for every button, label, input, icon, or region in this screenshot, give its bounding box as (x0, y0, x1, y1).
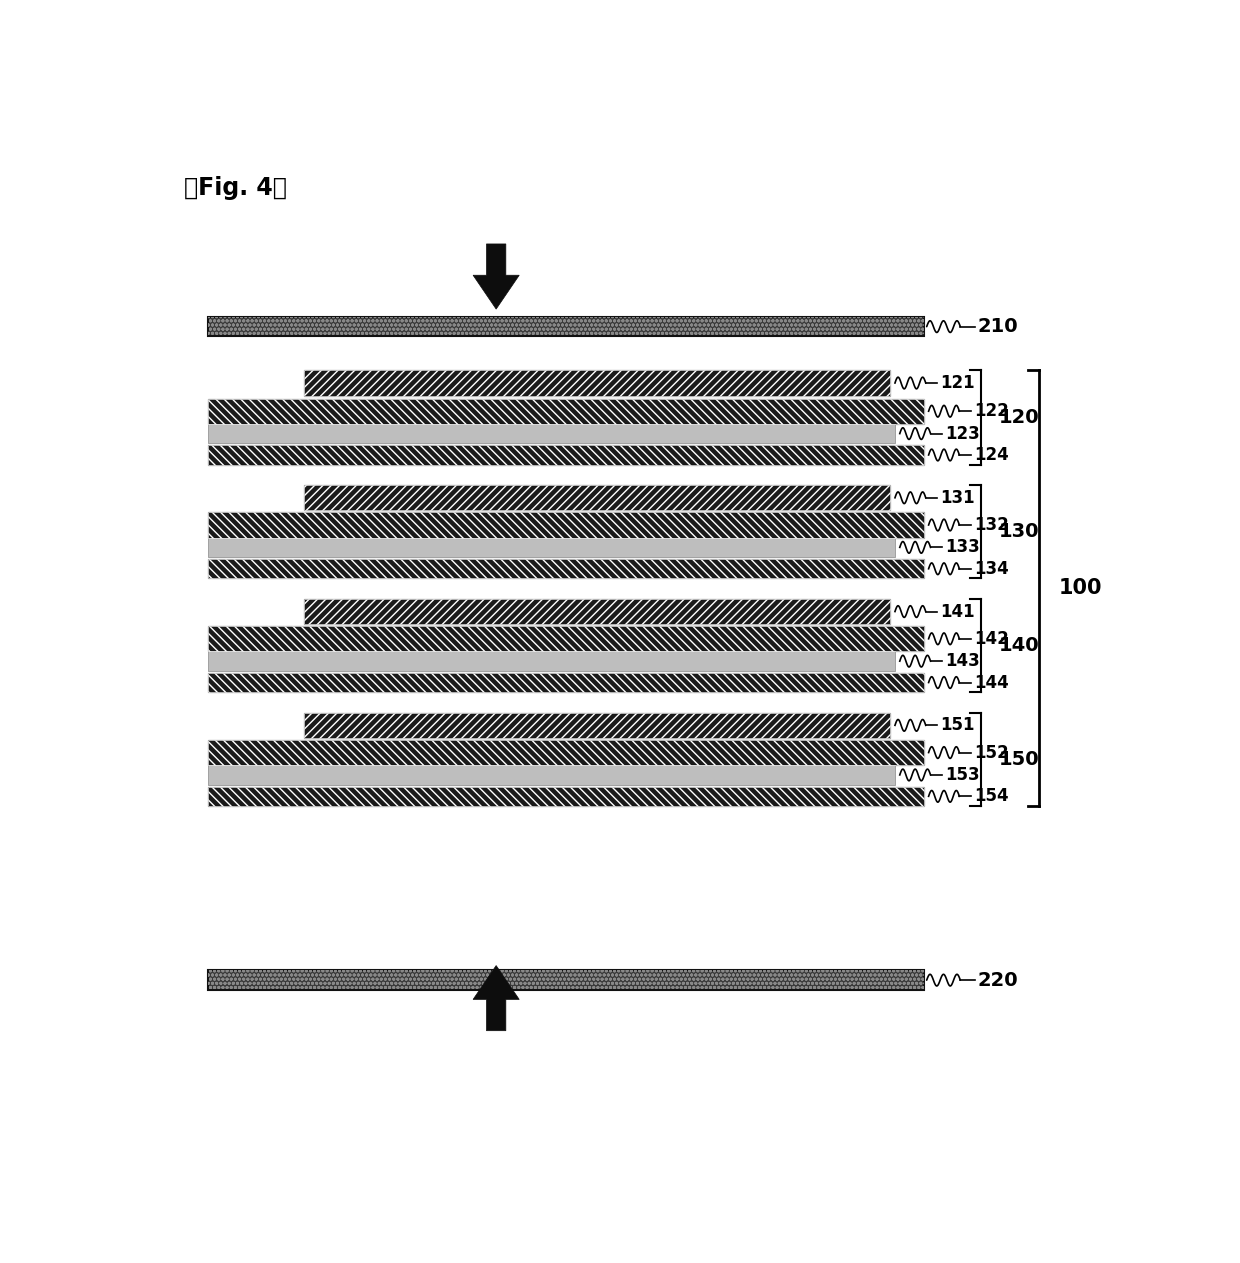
Bar (208, 626, 924, 652)
Bar (208, 446, 924, 465)
Bar (208, 399, 924, 424)
Text: 152: 152 (973, 744, 1008, 762)
Text: 100: 100 (1058, 578, 1102, 599)
Bar (304, 712, 890, 738)
Bar (208, 787, 924, 806)
Text: 133: 133 (945, 538, 980, 557)
Text: 132: 132 (973, 517, 1008, 534)
Bar (208, 424, 895, 443)
Text: 134: 134 (973, 560, 1008, 577)
Bar (208, 740, 924, 765)
Bar (208, 970, 924, 990)
Text: 151: 151 (940, 716, 975, 734)
Bar (304, 712, 890, 738)
Bar (208, 560, 924, 578)
Bar (304, 599, 890, 624)
Bar (304, 370, 890, 395)
Bar (208, 513, 924, 538)
Bar (304, 485, 890, 510)
Bar (208, 970, 924, 990)
Text: 154: 154 (973, 787, 1008, 806)
Bar (208, 765, 895, 784)
Bar (208, 673, 924, 692)
Bar (208, 399, 924, 424)
Text: 153: 153 (945, 765, 980, 784)
Bar (304, 599, 890, 624)
Text: 150: 150 (998, 750, 1039, 769)
Bar (208, 673, 924, 692)
Text: 121: 121 (940, 374, 975, 392)
Text: 【Fig. 4】: 【Fig. 4】 (184, 176, 286, 200)
Bar (208, 787, 924, 806)
Text: 141: 141 (940, 602, 975, 620)
Bar (208, 513, 924, 538)
Text: 210: 210 (977, 317, 1018, 336)
Bar (208, 317, 924, 336)
Bar (208, 560, 924, 578)
Text: 131: 131 (940, 489, 975, 506)
Text: 120: 120 (998, 408, 1039, 427)
Text: 124: 124 (973, 446, 1008, 464)
Bar (208, 446, 924, 465)
Polygon shape (474, 244, 520, 309)
Bar (208, 652, 895, 671)
Bar (304, 485, 890, 510)
Text: 220: 220 (977, 971, 1018, 990)
Bar (208, 740, 924, 765)
Bar (304, 370, 890, 395)
Text: 122: 122 (973, 402, 1008, 421)
Text: 144: 144 (973, 673, 1008, 692)
Polygon shape (474, 965, 520, 1031)
Bar (208, 626, 924, 652)
Text: 142: 142 (973, 630, 1008, 648)
Text: 140: 140 (998, 637, 1039, 655)
Text: 143: 143 (945, 652, 980, 671)
Text: 130: 130 (998, 523, 1039, 542)
Bar (208, 317, 924, 336)
Bar (208, 538, 895, 557)
Text: 123: 123 (945, 424, 980, 442)
